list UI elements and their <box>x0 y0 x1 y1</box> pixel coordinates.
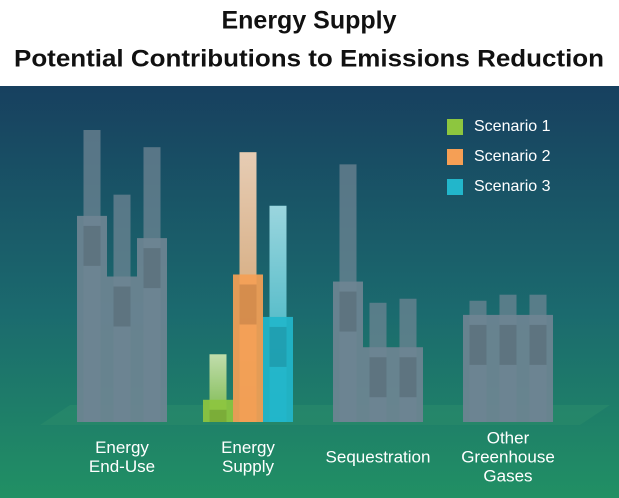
x-tick-label: End-Use <box>89 457 155 476</box>
bar <box>523 314 553 422</box>
bar <box>393 347 423 422</box>
legend-swatch <box>447 119 463 135</box>
x-tick-label: Energy <box>95 438 149 457</box>
x-tick-label: Other <box>487 428 530 447</box>
bar <box>463 314 493 422</box>
legend-label: Scenario 1 <box>474 118 551 135</box>
legend-swatch <box>447 179 463 195</box>
bar-core <box>499 324 517 365</box>
bar-core <box>113 286 131 327</box>
x-tick-label: Sequestration <box>326 447 431 466</box>
bar <box>493 314 523 422</box>
bar-core <box>83 225 101 266</box>
bar-core <box>529 324 547 365</box>
x-tick-label: Gases <box>483 466 532 485</box>
bar <box>333 281 363 422</box>
bar-core <box>209 409 227 422</box>
bar <box>137 238 167 422</box>
bar-core <box>369 357 387 398</box>
legend-label: Scenario 3 <box>474 178 551 195</box>
x-tick-label: Greenhouse <box>461 447 555 466</box>
bar <box>203 399 233 422</box>
x-tick-label: Supply <box>222 457 274 476</box>
chart-title: Energy Supply <box>221 7 396 35</box>
bar <box>263 316 293 422</box>
bar <box>107 276 137 422</box>
bar-core <box>339 291 357 332</box>
legend-swatch <box>447 149 463 165</box>
bar-core <box>399 357 417 398</box>
bar <box>363 347 393 422</box>
bar-core <box>143 248 161 289</box>
bar-core <box>239 284 257 325</box>
bar-core <box>269 326 287 367</box>
chart-subtitle: Potential Contributions to Emissions Red… <box>14 45 604 72</box>
bar <box>77 215 107 422</box>
legend-label: Scenario 2 <box>474 148 551 165</box>
x-tick-label: Energy <box>221 438 275 457</box>
bar-core <box>469 324 487 365</box>
bar <box>233 274 263 422</box>
